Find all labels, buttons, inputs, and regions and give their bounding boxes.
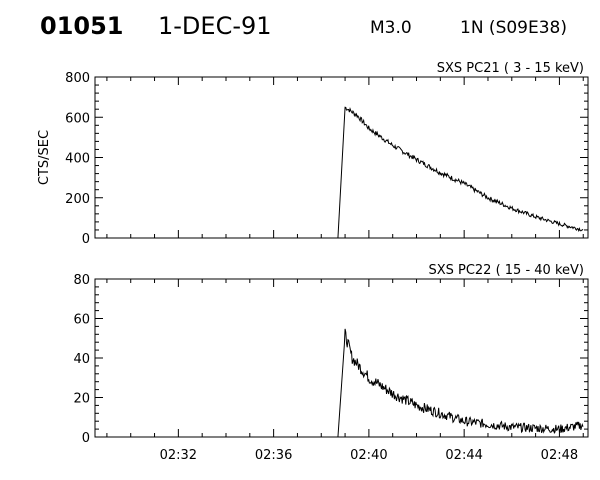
- event-id: 01051: [40, 12, 124, 40]
- x-tick-label: 02:40: [350, 448, 387, 463]
- panel-title: SXS PC21 ( 3 - 15 keV): [437, 61, 584, 76]
- y-tick-label: 600: [65, 111, 90, 126]
- x-tick-label: 02:32: [160, 448, 197, 463]
- y-tick-label: 0: [82, 431, 90, 446]
- x-tick-label: 02:44: [445, 448, 482, 463]
- y-tick-label: 0: [82, 232, 90, 247]
- y-tick-label: 400: [65, 152, 90, 167]
- series-line-1: [95, 328, 584, 438]
- plot-frame: [94, 278, 589, 438]
- x-tick-label: 02:36: [255, 448, 292, 463]
- chart-panel-2: SXS PC22 ( 15 - 40 keV) 0 20 40 60 80 02:32 02:…: [73, 263, 589, 463]
- chart-panel-1: SXS PC21 ( 3 - 15 keV) 0 200 400 600 800 CTS/S…: [37, 61, 589, 247]
- x-tick-label: 02:48: [541, 448, 578, 463]
- event-date: 1-DEC-91: [158, 12, 272, 40]
- y-tick-label: 80: [73, 273, 90, 288]
- y-tick-label: 40: [73, 352, 90, 367]
- series-line-1: [95, 106, 584, 239]
- y-tick-label: 60: [73, 313, 90, 328]
- y-tick-label: 200: [65, 192, 90, 207]
- y-tick-label: 20: [73, 392, 90, 407]
- goes-class: M3.0: [370, 18, 412, 38]
- y-tick-label: 800: [65, 71, 90, 86]
- plot-frame: [94, 76, 589, 239]
- panel-title: SXS PC22 ( 15 - 40 keV): [428, 263, 584, 278]
- optical-region: 1N (S09E38): [460, 18, 567, 38]
- y-axis-label: CTS/SEC: [37, 130, 52, 185]
